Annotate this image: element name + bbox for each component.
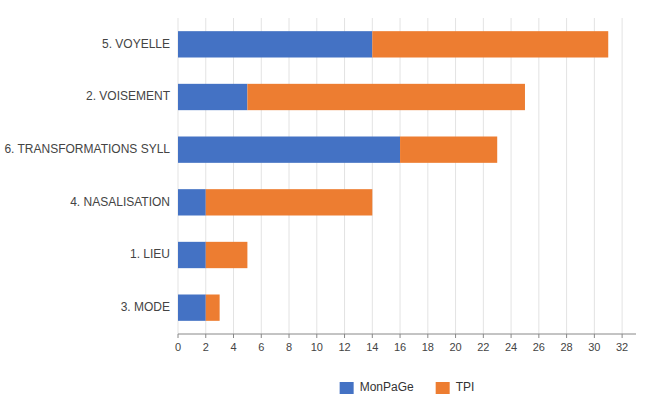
- x-tick-label: 16: [394, 341, 406, 353]
- x-tick-label: 14: [366, 341, 378, 353]
- bar: [178, 31, 372, 57]
- x-tick: [511, 334, 512, 338]
- grid-line: [316, 18, 317, 334]
- grid-line: [566, 18, 567, 334]
- chart-svg: 024681012141618202224262830323. MODE1. L…: [0, 0, 658, 412]
- grid-line: [289, 18, 290, 334]
- x-tick: [400, 334, 401, 338]
- x-tick: [566, 334, 567, 338]
- grid-line: [455, 18, 456, 334]
- x-tick-label: 28: [560, 341, 572, 353]
- y-tick-label: 2. VOISEMENT: [86, 89, 171, 103]
- grid: [178, 18, 622, 334]
- x-tick-label: 6: [258, 341, 264, 353]
- legend-swatch: [436, 382, 450, 394]
- y-tick-label: 6. TRANSFORMATIONS SYLL: [4, 142, 170, 156]
- x-tick-label: 8: [286, 341, 292, 353]
- x-tick-label: 32: [616, 341, 628, 353]
- x-tick-label: 0: [175, 341, 181, 353]
- bar: [178, 295, 206, 321]
- x-tick: [455, 334, 456, 338]
- grid-line: [400, 18, 401, 334]
- x-tick: [261, 334, 262, 338]
- x-tick-label: 30: [588, 341, 600, 353]
- x-tick: [538, 334, 539, 338]
- legend-swatch: [340, 382, 354, 394]
- bar: [178, 242, 206, 268]
- legend-item: MonPaGe: [340, 380, 414, 394]
- bar: [206, 189, 373, 215]
- x-tick-label: 24: [505, 341, 517, 353]
- grid-line: [261, 18, 262, 334]
- grid-line: [622, 18, 623, 334]
- x-tick-label: 26: [533, 341, 545, 353]
- legend-label: TPI: [456, 380, 475, 394]
- x-tick-label: 2: [203, 341, 209, 353]
- y-tick-label: 3. MODE: [121, 300, 170, 314]
- grid-line: [205, 18, 206, 334]
- x-tick: [622, 334, 623, 338]
- bars: [178, 31, 608, 321]
- grid-line: [594, 18, 595, 334]
- grid-line: [483, 18, 484, 334]
- x-tick: [372, 334, 373, 338]
- grid-line: [372, 18, 373, 334]
- x-axis: 02468101214161820222426283032: [175, 334, 636, 353]
- x-tick: [289, 334, 290, 338]
- x-tick-label: 22: [477, 341, 489, 353]
- x-tick: [205, 334, 206, 338]
- grid-line: [427, 18, 428, 334]
- legend: MonPaGe TPI: [340, 380, 475, 394]
- y-tick-label: 4. NASALISATION: [70, 195, 170, 209]
- bar: [247, 84, 525, 110]
- bar: [372, 31, 608, 57]
- bar: [206, 295, 220, 321]
- grid-line: [344, 18, 345, 334]
- x-tick: [594, 334, 595, 338]
- x-tick: [427, 334, 428, 338]
- grid-line: [511, 18, 512, 334]
- bar: [178, 137, 400, 163]
- x-tick-label: 4: [230, 341, 236, 353]
- x-tick: [344, 334, 345, 338]
- x-tick-label: 10: [311, 341, 323, 353]
- bar: [400, 137, 497, 163]
- x-tick: [233, 334, 234, 338]
- bar: [178, 84, 247, 110]
- x-tick-label: 20: [449, 341, 461, 353]
- x-axis-line: [178, 334, 636, 335]
- grid-line: [233, 18, 234, 334]
- y-tick-label: 5. VOYELLE: [102, 37, 170, 51]
- grid-line: [178, 18, 179, 334]
- x-tick: [316, 334, 317, 338]
- chart-container: 024681012141618202224262830323. MODE1. L…: [0, 0, 658, 412]
- bar: [178, 189, 206, 215]
- grid-line: [538, 18, 539, 334]
- legend-item: TPI: [436, 380, 475, 394]
- x-tick: [178, 334, 179, 338]
- y-axis: 3. MODE 1. LIEU 4. NASALISATION 6. TRANSFOR…: [4, 37, 170, 314]
- x-tick: [483, 334, 484, 338]
- x-tick-label: 12: [338, 341, 350, 353]
- y-tick-label: 1. LIEU: [130, 247, 170, 261]
- legend-label: MonPaGe: [360, 380, 414, 394]
- bar: [206, 242, 248, 268]
- x-tick-label: 18: [422, 341, 434, 353]
